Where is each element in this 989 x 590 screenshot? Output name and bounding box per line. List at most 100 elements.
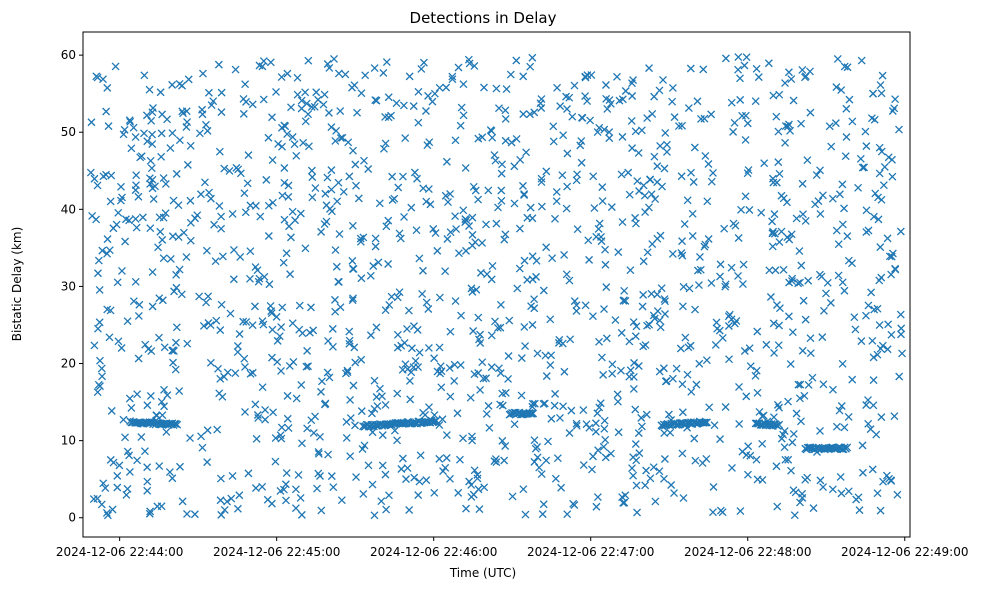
data-point [668,83,677,92]
scatter-points [86,53,907,520]
data-point [818,191,827,200]
data-point [258,482,267,491]
data-point [775,403,784,412]
data-point [285,222,293,231]
data-point [827,142,836,151]
data-point [599,442,608,451]
data-point [203,426,212,435]
data-point [512,56,521,65]
data-point [583,97,592,106]
data-point [661,128,670,137]
data-point [862,311,870,320]
data-point [888,249,897,258]
data-point [120,125,129,134]
data-point [738,111,747,120]
data-point [786,360,795,368]
data-point [639,257,648,266]
data-point [523,213,532,222]
data-point [678,237,687,246]
data-point [197,432,206,441]
data-point [415,254,424,263]
data-point [478,238,487,247]
data-point [530,304,539,313]
data-point [297,439,306,448]
data-point [798,65,807,74]
data-point [488,261,497,270]
data-point [707,110,716,119]
data-point [809,504,818,513]
data-point [119,415,128,424]
data-point [357,355,366,364]
data-point [314,469,323,478]
data-point [528,399,537,408]
data-point [417,64,426,73]
data-point [370,404,379,413]
data-point [264,133,273,142]
data-point [412,226,421,235]
data-point [702,356,711,365]
data-point [204,88,213,97]
data-point [502,85,511,94]
data-point [635,449,644,458]
data-point [360,156,368,165]
data-point [828,385,837,394]
data-point [307,416,316,425]
data-point [351,421,359,430]
data-point [752,64,761,73]
data-point [679,282,688,291]
data-point [328,324,337,333]
data-point [804,381,813,389]
data-point [216,474,225,483]
data-point [103,235,112,244]
data-point [133,456,142,465]
data-point [470,61,479,70]
data-point [229,245,238,254]
data-point [190,510,199,519]
data-point [381,139,390,148]
data-point [466,393,475,402]
data-point [668,97,677,106]
data-point [203,126,212,135]
data-point [577,137,586,146]
data-point [667,481,676,489]
data-point [770,348,779,357]
data-point [492,458,501,467]
data-point [653,234,662,243]
data-point [848,259,856,268]
data-point [471,186,480,195]
data-point [683,370,692,379]
data-point [874,193,882,202]
data-point [451,297,460,306]
data-point [648,109,657,118]
data-point [215,147,224,156]
data-point [131,214,140,223]
data-point [626,366,635,375]
data-point [278,142,286,151]
data-point [183,160,192,169]
data-point [174,201,183,210]
data-point [678,408,687,417]
data-point [796,380,805,389]
data-point [241,362,249,371]
data-point [218,392,227,401]
data-point [271,434,280,443]
data-point [160,402,169,411]
data-point [174,233,183,241]
data-point [855,506,864,515]
data-point [448,75,457,84]
data-point [175,387,184,395]
data-point [202,246,211,255]
data-point [736,507,745,515]
data-point [758,439,767,448]
data-point [214,364,222,373]
data-point [729,127,738,136]
data-point [522,148,531,157]
data-point [145,509,154,518]
data-point [625,337,634,346]
data-point [801,72,810,81]
data-point [565,429,574,437]
data-point [651,195,660,204]
data-point [102,107,111,116]
data-point [169,358,177,367]
data-point [422,476,431,485]
